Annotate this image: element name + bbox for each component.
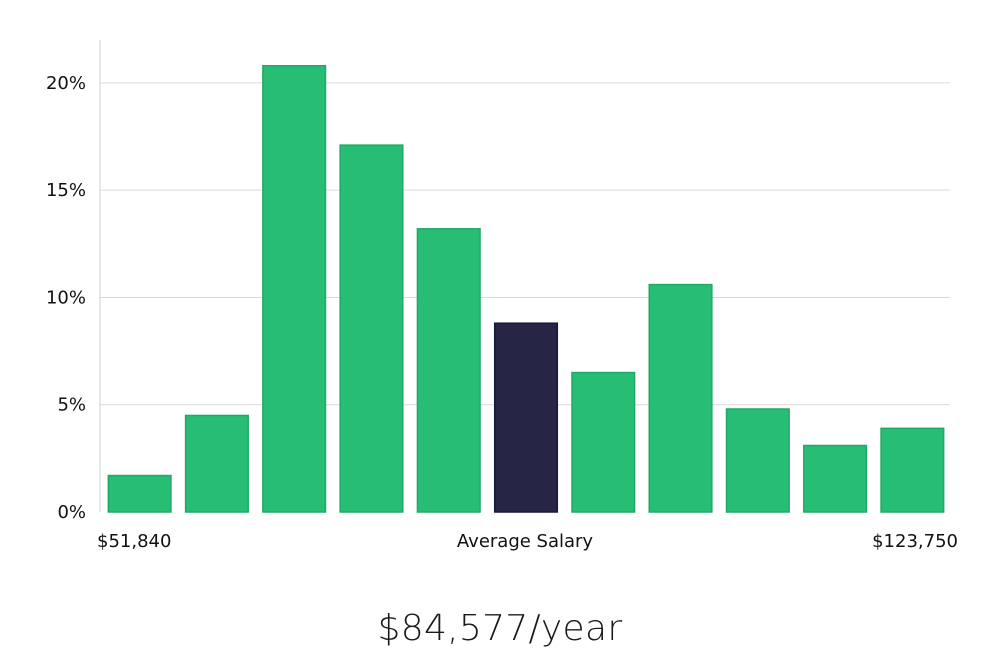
salary-histogram: 0% 5% 10% 15% 20% $51,840 Average Salary $12… (46, 40, 958, 552)
bar (416, 228, 481, 513)
y-tick-label: 5% (57, 395, 86, 416)
y-tick-label: 20% (46, 73, 86, 94)
bar (571, 371, 636, 513)
average-salary-value: $84,577/year (377, 608, 623, 649)
bar (803, 444, 868, 513)
bar (725, 408, 790, 513)
bar (880, 427, 945, 513)
x-axis-min-label: $51,840 (97, 531, 171, 552)
y-tick-label: 0% (57, 502, 86, 523)
x-axis-average-label: Average Salary (457, 531, 594, 552)
bar (184, 414, 249, 513)
bar (262, 64, 327, 513)
y-axis-ticks: 0% 5% 10% 15% 20% (46, 73, 86, 523)
x-axis-max-label: $123,750 (872, 531, 958, 552)
bar (339, 144, 404, 513)
bar (107, 474, 172, 513)
y-tick-label: 10% (46, 287, 86, 308)
bar (648, 283, 713, 513)
y-tick-label: 15% (46, 180, 86, 201)
bars (107, 64, 945, 513)
bar-average-highlight (493, 322, 559, 513)
